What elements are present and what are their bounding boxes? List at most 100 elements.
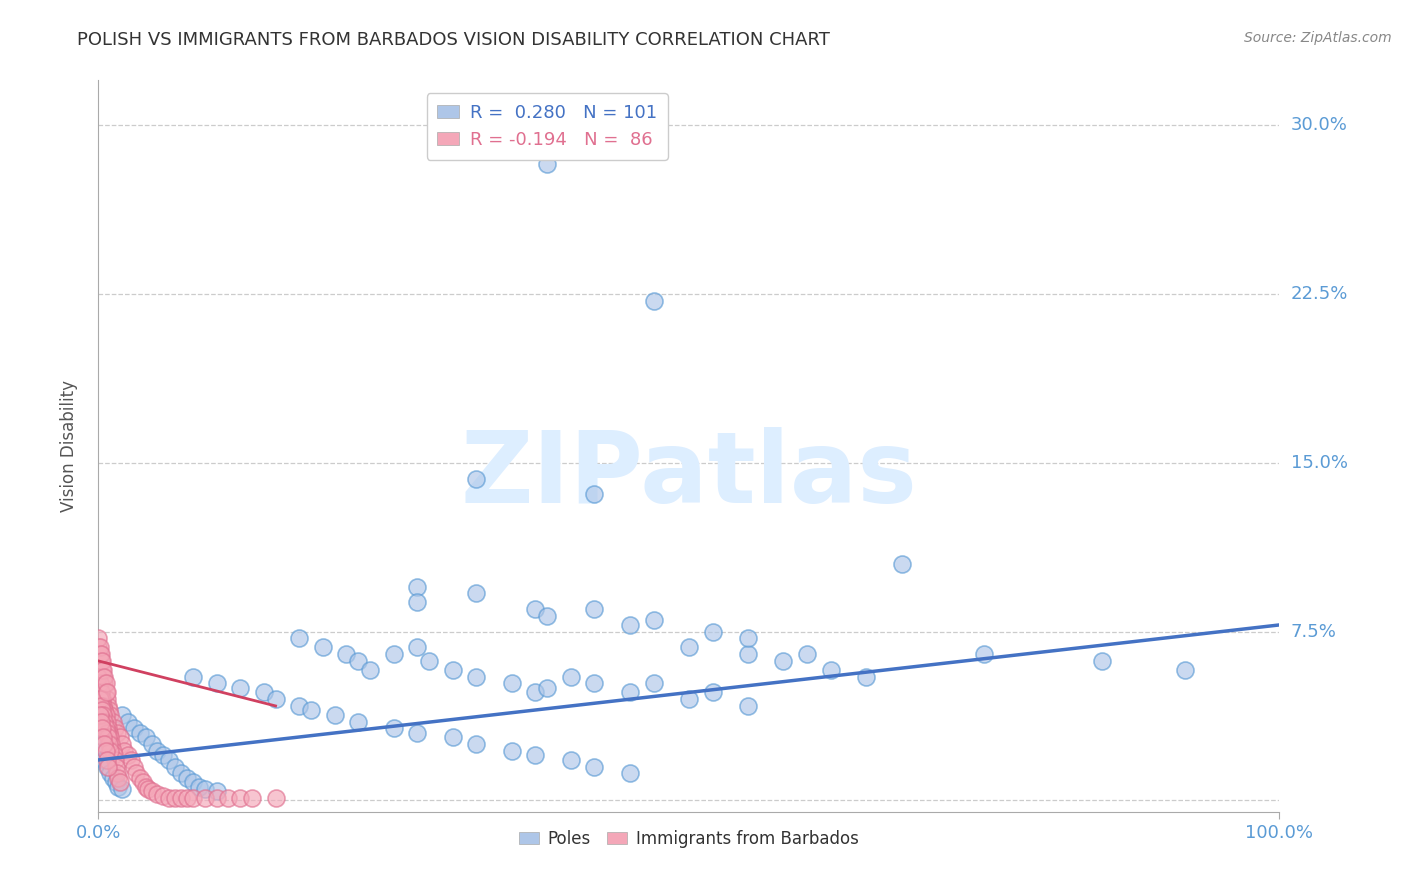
Point	[1091, 654, 1114, 668]
Point	[176, 791, 198, 805]
Point	[91, 731, 114, 745]
Point	[181, 791, 204, 805]
Point	[90, 737, 112, 751]
Point	[108, 775, 131, 789]
Point	[165, 791, 187, 805]
Point	[165, 760, 187, 774]
Point	[347, 714, 370, 729]
Point	[89, 647, 111, 661]
Point	[288, 698, 311, 713]
Point	[382, 647, 405, 661]
Point	[104, 722, 127, 736]
Point	[91, 708, 114, 723]
Point	[97, 731, 120, 745]
Point	[205, 676, 228, 690]
Point	[103, 748, 125, 763]
Point	[323, 708, 346, 723]
Point	[135, 731, 157, 745]
Point	[87, 632, 110, 646]
Point	[96, 714, 118, 729]
Point	[98, 766, 121, 780]
Point	[1174, 663, 1197, 677]
Point	[205, 784, 228, 798]
Point	[560, 753, 582, 767]
Point	[128, 726, 150, 740]
Point	[100, 737, 122, 751]
Point	[264, 791, 287, 805]
Point	[89, 692, 111, 706]
Point	[91, 703, 114, 717]
Point	[91, 663, 114, 677]
Point	[101, 714, 124, 729]
Point	[796, 647, 818, 661]
Point	[122, 722, 145, 736]
Point	[406, 640, 429, 655]
Text: ZIPatlas: ZIPatlas	[461, 426, 917, 524]
Text: POLISH VS IMMIGRANTS FROM BARBADOS VISION DISABILITY CORRELATION CHART: POLISH VS IMMIGRANTS FROM BARBADOS VISIO…	[77, 31, 830, 49]
Point	[96, 692, 118, 706]
Point	[441, 731, 464, 745]
Point	[111, 708, 134, 723]
Point	[181, 670, 204, 684]
Point	[890, 557, 912, 571]
Point	[90, 647, 112, 661]
Point	[132, 775, 155, 789]
Point	[501, 676, 523, 690]
Point	[91, 654, 114, 668]
Point	[146, 787, 169, 801]
Point	[772, 654, 794, 668]
Text: 15.0%: 15.0%	[1291, 454, 1347, 472]
Point	[89, 708, 111, 723]
Point	[973, 647, 995, 661]
Point	[170, 791, 193, 805]
Point	[560, 670, 582, 684]
Text: Source: ZipAtlas.com: Source: ZipAtlas.com	[1244, 31, 1392, 45]
Point	[101, 771, 124, 785]
Point	[152, 748, 174, 763]
Point	[108, 731, 131, 745]
Point	[105, 775, 128, 789]
Point	[820, 663, 842, 677]
Point	[253, 685, 276, 699]
Point	[406, 595, 429, 609]
Point	[501, 744, 523, 758]
Point	[359, 663, 381, 677]
Point	[406, 580, 429, 594]
Point	[406, 726, 429, 740]
Point	[93, 714, 115, 729]
Point	[98, 703, 121, 717]
Point	[619, 766, 641, 780]
Text: 30.0%: 30.0%	[1291, 116, 1347, 135]
Point	[89, 640, 111, 655]
Point	[194, 791, 217, 805]
Point	[643, 676, 665, 690]
Legend: Poles, Immigrants from Barbados: Poles, Immigrants from Barbados	[513, 823, 865, 855]
Point	[91, 670, 114, 684]
Point	[441, 663, 464, 677]
Point	[702, 624, 724, 639]
Point	[96, 760, 118, 774]
Point	[98, 744, 121, 758]
Point	[94, 676, 117, 690]
Point	[87, 640, 110, 655]
Point	[111, 782, 134, 797]
Point	[96, 753, 118, 767]
Point	[170, 766, 193, 780]
Point	[536, 156, 558, 170]
Point	[94, 708, 117, 723]
Point	[312, 640, 335, 655]
Point	[288, 632, 311, 646]
Point	[524, 602, 547, 616]
Point	[536, 608, 558, 623]
Point	[643, 293, 665, 308]
Point	[98, 737, 121, 751]
Point	[194, 782, 217, 797]
Point	[229, 791, 252, 805]
Point	[141, 784, 163, 798]
Point	[128, 771, 150, 785]
Point	[97, 760, 120, 774]
Point	[737, 698, 759, 713]
Point	[737, 647, 759, 661]
Point	[524, 685, 547, 699]
Point	[93, 676, 115, 690]
